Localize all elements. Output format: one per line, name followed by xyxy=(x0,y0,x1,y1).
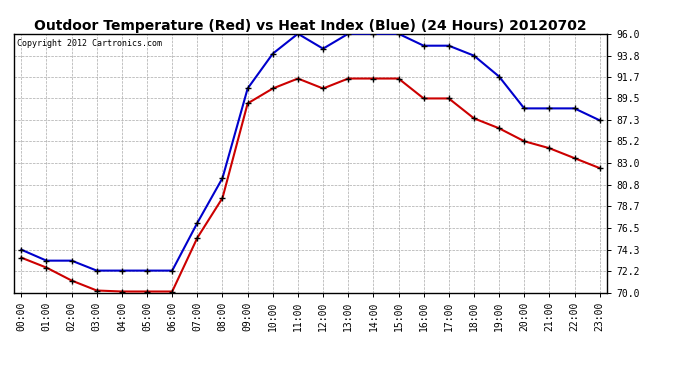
Text: Copyright 2012 Cartronics.com: Copyright 2012 Cartronics.com xyxy=(17,39,161,48)
Title: Outdoor Temperature (Red) vs Heat Index (Blue) (24 Hours) 20120702: Outdoor Temperature (Red) vs Heat Index … xyxy=(34,19,586,33)
